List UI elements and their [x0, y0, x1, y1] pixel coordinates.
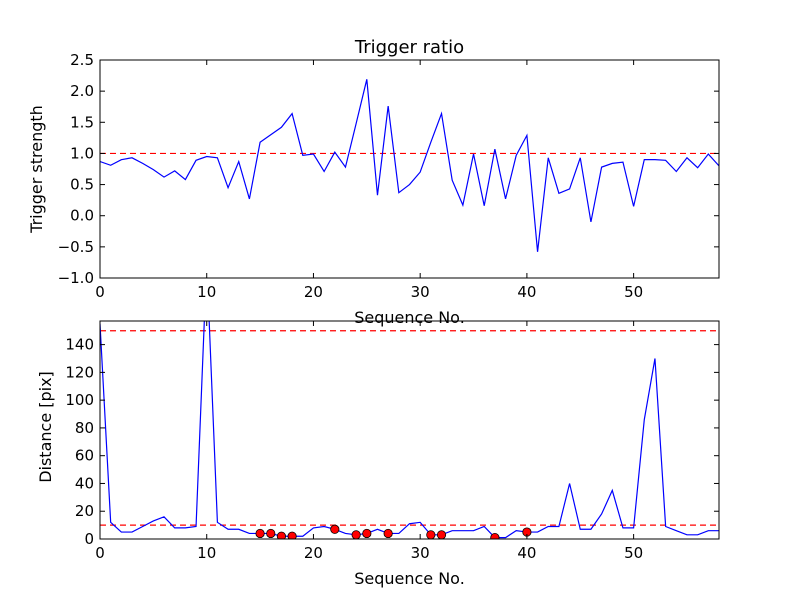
ticks: 0 10 20 30 40 50 0 20 40 60 80 100 120 140: [65, 321, 719, 562]
plot-frame: [99, 320, 720, 540]
data-point: [276, 531, 287, 539]
data-point: [362, 528, 372, 539]
y-tick-label: 2.0: [70, 82, 94, 100]
y-tick-label: 40: [75, 474, 94, 492]
x-tick-label: 40: [517, 283, 536, 301]
y-tick-label: 80: [75, 419, 94, 437]
y-tick-label: 2.5: [70, 51, 94, 69]
x-tick-label: 10: [197, 544, 216, 562]
x-tick-label: 40: [517, 544, 536, 562]
x-tick-label: 0: [95, 544, 105, 562]
x-tick-label: 20: [304, 544, 323, 562]
chart-title: Trigger ratio: [354, 37, 464, 58]
reference-lines: [100, 330, 719, 526]
x-tick-label: 0: [95, 283, 105, 301]
y-tick-label: 0: [84, 530, 94, 548]
y-axis-label: Distance [pix]: [36, 371, 55, 483]
plot-frame: [99, 59, 720, 279]
y-tick-label: 20: [75, 502, 94, 520]
data-point: [287, 531, 297, 539]
x-tick-label: 50: [624, 283, 643, 301]
y-tick-label: −1.0: [58, 269, 94, 287]
x-tick-label: 30: [411, 283, 430, 301]
trigger-ratio-chart: Trigger ratio Trigger strength Sequence …: [27, 37, 720, 327]
x-tick-label: 20: [304, 283, 323, 301]
data-point: [351, 530, 361, 539]
y-tick-label: 100: [65, 391, 94, 409]
data-point: [436, 530, 447, 539]
y-tick-label: 140: [65, 336, 94, 354]
series-line: [100, 79, 719, 252]
y-tick-label: 60: [75, 447, 94, 465]
x-tick-label: 30: [411, 544, 430, 562]
y-tick-label: 0.5: [70, 176, 94, 194]
x-tick-label: 50: [624, 544, 643, 562]
data-point: [426, 530, 436, 539]
series: [100, 321, 719, 539]
x-axis-label: Sequence No.: [354, 308, 465, 327]
y-axis-label: Trigger strength: [27, 105, 46, 234]
y-tick-label: 120: [65, 363, 94, 381]
distance-chart: Distance [pix] Sequence No. 0 10 20 30 40 500…: [36, 320, 720, 588]
x-tick-label: 10: [197, 283, 216, 301]
x-axis-label: Sequence No.: [354, 569, 465, 588]
y-tick-label: 1.0: [70, 144, 94, 162]
data-point: [255, 528, 265, 539]
data-point: [383, 528, 393, 539]
y-tick-label: −0.5: [58, 238, 94, 256]
data-point: [490, 533, 500, 539]
ticks: 0 10 20 30 40 50 −1.0 −0.5 0.0 0.5 1.0 1.5 2.0 2.5: [58, 51, 719, 301]
data-point: [266, 528, 276, 539]
data-point: [330, 524, 340, 534]
y-tick-label: 0.0: [70, 207, 94, 225]
y-tick-label: 1.5: [70, 113, 94, 131]
series-line: [100, 321, 719, 539]
series: [100, 79, 719, 252]
